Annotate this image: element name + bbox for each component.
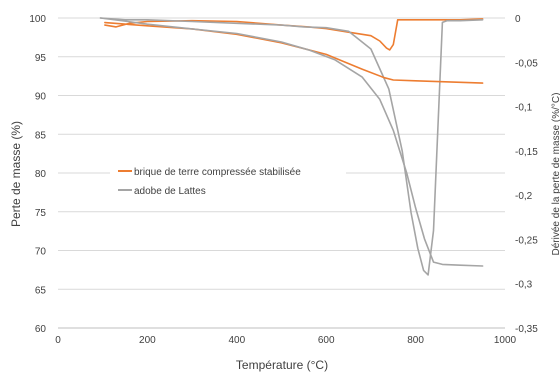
y-tick-label: 65 [35, 285, 47, 296]
legend-label-brique: brique de terre compressée stabilisée [134, 167, 301, 178]
x-tick-label: 400 [228, 335, 245, 346]
y-tick-labels: 60 65 70 75 80 85 90 95 100 [29, 14, 46, 335]
y-tick-label: 90 [35, 92, 47, 103]
y2-tick-label: -0,3 [515, 280, 533, 291]
series-line-adobe-derivative [99, 17, 484, 276]
y-tick-label: 60 [35, 324, 47, 335]
y2-tick-label: -0,1 [515, 103, 533, 114]
y2-tick-label: -0,25 [515, 235, 538, 246]
y-tick-label: 75 [35, 208, 47, 219]
y-tick-label: 80 [35, 169, 47, 180]
series-line-adobe-mass [99, 17, 484, 267]
legend-background [110, 160, 346, 200]
x-tick-label: 0 [55, 335, 61, 346]
x-tick-label: 600 [318, 335, 335, 346]
legend: brique de terre compressée stabilisée ad… [110, 160, 346, 200]
y-axis-title: Perte de masse (%) [9, 121, 23, 227]
x-tick-labels: 0 200 400 600 800 1000 [55, 335, 516, 346]
y-tick-label: 95 [35, 53, 47, 64]
x-tick-label: 200 [139, 335, 156, 346]
series-layer [99, 17, 484, 276]
y2-tick-label: -0,35 [515, 324, 538, 335]
x-tick-label: 1000 [494, 335, 517, 346]
y2-tick-label: -0,05 [515, 58, 538, 69]
legend-label-adobe: adobe de Lattes [134, 186, 206, 197]
series-line-brique-mass [104, 21, 484, 84]
series-line-brique-derivative [104, 18, 484, 51]
y-tick-label: 70 [35, 247, 47, 258]
y-tick-label: 100 [29, 14, 46, 25]
y2-tick-labels: -0,35 -0,3 -0,25 -0,2 -0,15 -0,1 -0,05 0 [515, 14, 538, 335]
y2-tick-label: -0,2 [515, 191, 533, 202]
y-tick-label: 85 [35, 130, 47, 141]
x-tick-label: 800 [407, 335, 424, 346]
y2-axis-title: Dérivée de la perte de masse (%/°C) [551, 93, 560, 256]
y2-tick-label: 0 [515, 14, 521, 25]
x-axis-title: Température (°C) [236, 358, 328, 372]
y2-tick-label: -0,15 [515, 147, 538, 158]
